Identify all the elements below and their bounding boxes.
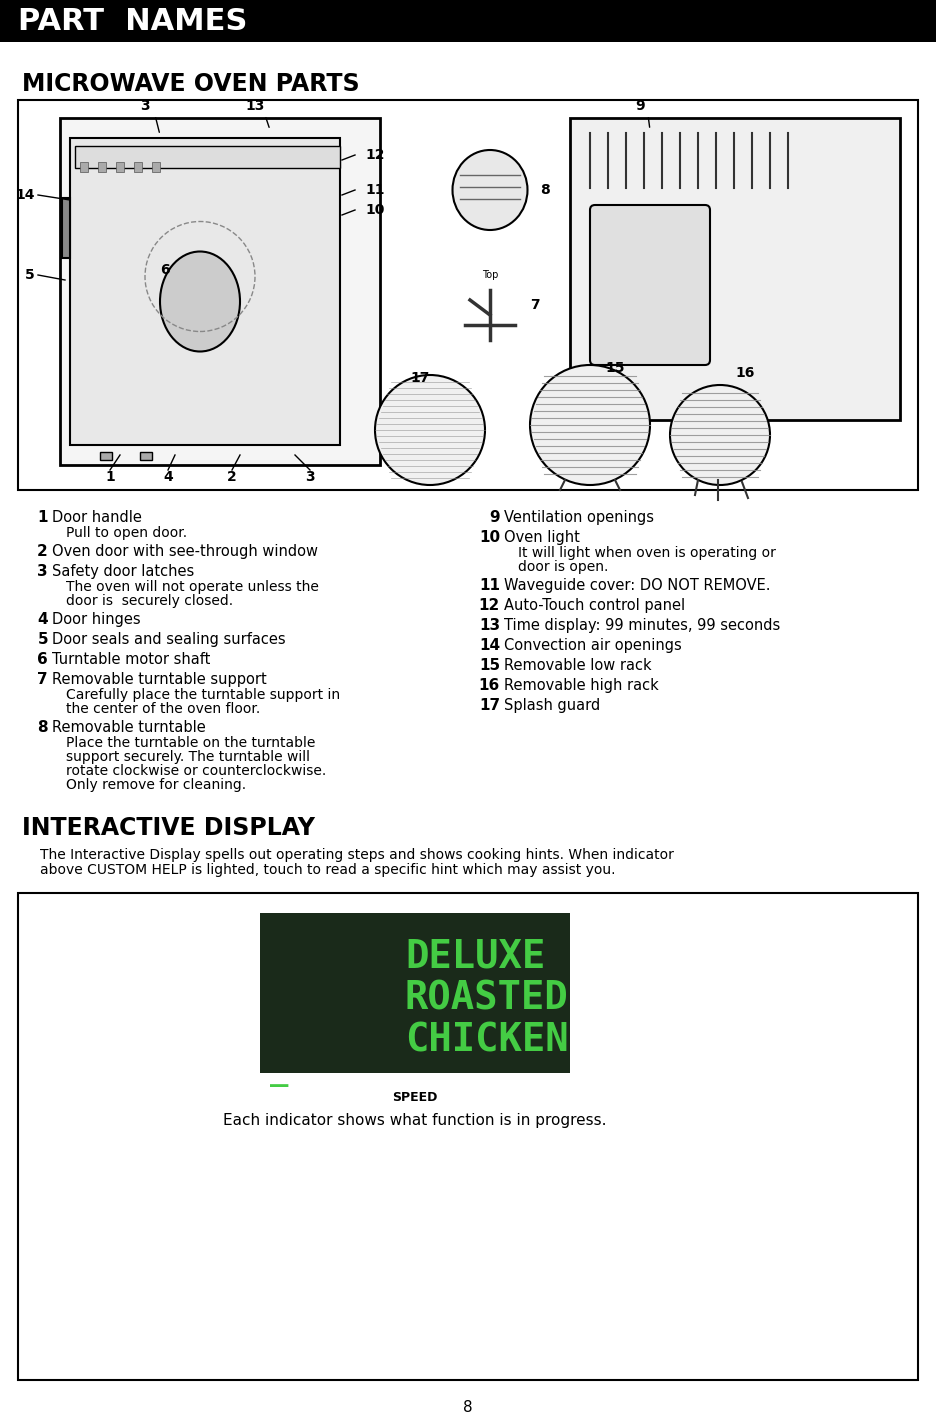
Text: 16: 16 — [734, 366, 753, 380]
Text: the center of the oven floor.: the center of the oven floor. — [66, 702, 260, 716]
Text: 4: 4 — [37, 612, 48, 627]
Text: _: _ — [270, 1058, 288, 1087]
Text: DELUXE: DELUXE — [404, 938, 545, 976]
Text: Place the turntable on the turntable: Place the turntable on the turntable — [66, 736, 315, 750]
Text: Removable turntable support: Removable turntable support — [51, 673, 267, 687]
Text: 13: 13 — [478, 617, 500, 633]
Text: 8: 8 — [539, 184, 549, 196]
Text: 1: 1 — [37, 510, 48, 526]
Text: 8: 8 — [37, 721, 48, 735]
Text: Removable low rack: Removable low rack — [504, 658, 651, 673]
Bar — [75, 146, 340, 168]
Bar — [62, 198, 70, 259]
Text: 7: 7 — [37, 673, 48, 687]
Text: Only remove for cleaning.: Only remove for cleaning. — [66, 779, 246, 793]
Text: Door hinges: Door hinges — [51, 612, 140, 627]
Text: 17: 17 — [410, 372, 430, 384]
Bar — [98, 162, 106, 172]
Text: Oven light: Oven light — [504, 530, 579, 545]
Text: Waveguide cover: DO NOT REMOVE.: Waveguide cover: DO NOT REMOVE. — [504, 578, 769, 593]
Text: 9: 9 — [635, 99, 644, 113]
Text: INTERACTIVE DISPLAY: INTERACTIVE DISPLAY — [22, 815, 314, 839]
Text: Turntable motor shaft: Turntable motor shaft — [51, 651, 211, 667]
Bar — [139, 452, 152, 461]
Text: door is  securely closed.: door is securely closed. — [66, 593, 233, 608]
Text: 10: 10 — [478, 530, 500, 545]
Text: 7: 7 — [530, 298, 539, 312]
Text: ROASTED: ROASTED — [404, 981, 568, 1017]
Text: CHICKEN: CHICKEN — [404, 1022, 568, 1060]
Text: 12: 12 — [365, 148, 384, 162]
Text: Removable turntable: Removable turntable — [51, 721, 206, 735]
Bar — [80, 162, 88, 172]
Text: Door handle: Door handle — [51, 510, 141, 526]
Text: 5: 5 — [37, 632, 48, 647]
Bar — [0, 0, 936, 42]
Text: 17: 17 — [478, 698, 500, 714]
Text: Top: Top — [481, 270, 498, 280]
Text: 9: 9 — [489, 510, 500, 526]
Text: 2: 2 — [37, 544, 48, 560]
Text: 16: 16 — [478, 678, 500, 692]
Text: 10: 10 — [365, 203, 384, 218]
Text: 3: 3 — [37, 564, 48, 579]
Text: 3: 3 — [140, 99, 150, 113]
Text: The Interactive Display spells out operating steps and shows cooking hints. When: The Interactive Display spells out opera… — [40, 848, 673, 862]
Text: SPEED: SPEED — [392, 1091, 437, 1104]
Text: Removable high rack: Removable high rack — [504, 678, 658, 692]
Text: 6: 6 — [37, 651, 48, 667]
Text: Oven door with see-through window: Oven door with see-through window — [51, 544, 317, 560]
Bar — [116, 162, 124, 172]
Ellipse shape — [452, 150, 527, 230]
Text: 12: 12 — [478, 598, 500, 613]
Text: 1: 1 — [105, 471, 115, 485]
Text: 15: 15 — [478, 658, 500, 673]
Text: above CUSTOM HELP is lighted, touch to read a specific hint which may assist you: above CUSTOM HELP is lighted, touch to r… — [40, 863, 615, 877]
Bar — [569, 119, 899, 420]
Text: 5: 5 — [25, 268, 35, 283]
Text: Door seals and sealing surfaces: Door seals and sealing surfaces — [51, 632, 285, 647]
Text: 3: 3 — [305, 471, 314, 485]
Text: 14: 14 — [16, 188, 35, 202]
Text: 6: 6 — [160, 263, 169, 277]
Text: MICROWAVE OVEN PARTS: MICROWAVE OVEN PARTS — [22, 72, 359, 96]
Text: Each indicator shows what function is in progress.: Each indicator shows what function is in… — [223, 1113, 607, 1128]
Bar — [18, 893, 917, 1381]
Ellipse shape — [160, 252, 240, 352]
Text: Time display: 99 minutes, 99 seconds: Time display: 99 minutes, 99 seconds — [504, 617, 780, 633]
Text: The oven will not operate unless the: The oven will not operate unless the — [66, 579, 318, 593]
Text: Ventilation openings: Ventilation openings — [504, 510, 653, 526]
Bar — [152, 162, 160, 172]
Text: 14: 14 — [478, 639, 500, 653]
Bar — [259, 913, 569, 1072]
Bar — [60, 119, 380, 465]
Bar — [100, 452, 112, 461]
Circle shape — [669, 384, 769, 485]
Text: rotate clockwise or counterclockwise.: rotate clockwise or counterclockwise. — [66, 764, 326, 779]
Text: 11: 11 — [478, 578, 500, 593]
Text: PART  NAMES: PART NAMES — [18, 7, 247, 35]
Bar — [134, 162, 142, 172]
FancyBboxPatch shape — [590, 205, 709, 365]
Circle shape — [530, 365, 650, 485]
Text: 15: 15 — [605, 360, 623, 374]
Bar — [18, 100, 917, 490]
Text: Auto-Touch control panel: Auto-Touch control panel — [504, 598, 684, 613]
Text: It will light when oven is operating or: It will light when oven is operating or — [518, 545, 775, 560]
Text: 13: 13 — [245, 99, 264, 113]
Text: 2: 2 — [227, 471, 237, 485]
Text: 8: 8 — [462, 1400, 473, 1413]
Text: Safety door latches: Safety door latches — [51, 564, 194, 579]
Circle shape — [374, 374, 485, 485]
Bar — [70, 138, 340, 445]
Text: 4: 4 — [163, 471, 172, 485]
Text: Convection air openings: Convection air openings — [504, 639, 681, 653]
Text: support securely. The turntable will: support securely. The turntable will — [66, 750, 310, 764]
Text: 11: 11 — [365, 184, 384, 196]
Text: Splash guard: Splash guard — [504, 698, 600, 714]
Text: Carefully place the turntable support in: Carefully place the turntable support in — [66, 688, 340, 702]
Text: Pull to open door.: Pull to open door. — [66, 526, 187, 540]
Text: door is open.: door is open. — [518, 560, 607, 574]
